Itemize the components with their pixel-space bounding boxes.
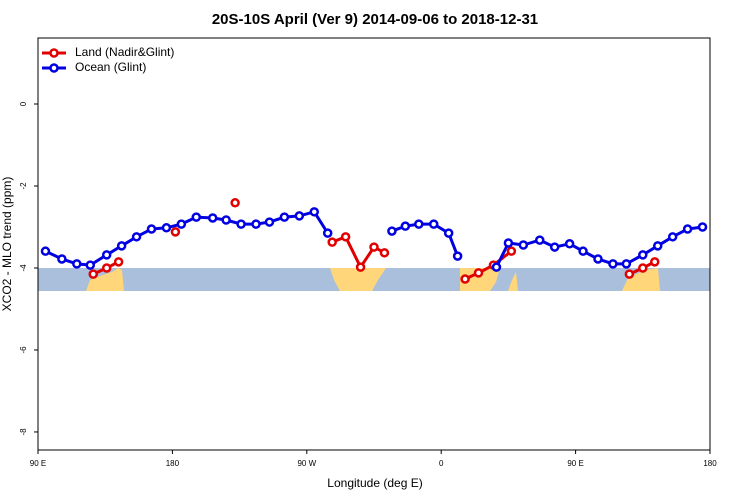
point xyxy=(682,224,693,234)
point xyxy=(564,239,575,249)
point xyxy=(621,259,632,269)
x-tick-label: 90 E xyxy=(567,459,583,468)
point xyxy=(322,228,333,238)
point xyxy=(578,246,588,256)
point xyxy=(101,250,112,260)
point xyxy=(230,198,240,208)
legend-label: Ocean (Glint) xyxy=(75,60,146,74)
point xyxy=(191,212,202,222)
point xyxy=(161,223,172,233)
point xyxy=(452,251,463,261)
point xyxy=(379,248,390,258)
point xyxy=(340,232,351,242)
point xyxy=(131,232,142,242)
point xyxy=(535,235,545,245)
x-tick-label: 180 xyxy=(166,459,180,468)
point xyxy=(88,269,99,279)
point xyxy=(327,237,337,247)
point xyxy=(638,263,648,273)
point xyxy=(176,219,187,229)
point xyxy=(428,219,439,229)
point xyxy=(460,274,470,284)
point xyxy=(506,246,517,256)
point xyxy=(85,260,96,270)
point xyxy=(518,240,529,250)
legend-marker xyxy=(49,48,59,58)
point xyxy=(264,217,275,227)
point xyxy=(146,224,157,234)
x-tick-label: 90 W xyxy=(297,459,316,468)
y-tick-label: -2 xyxy=(19,182,28,190)
y-axis-label: XCO2 - MLO trend (ppm) xyxy=(0,177,14,312)
x-tick-label: 180 xyxy=(703,459,717,468)
point xyxy=(72,259,82,269)
map-strip xyxy=(38,268,710,291)
point xyxy=(400,221,411,231)
point xyxy=(309,207,320,217)
y-tick-label: -4 xyxy=(19,264,28,272)
y-tick-label: -6 xyxy=(19,346,28,354)
point xyxy=(503,238,514,248)
point xyxy=(491,262,502,272)
point xyxy=(369,242,379,252)
point xyxy=(549,242,560,252)
chart-title: 20S-10S April (Ver 9) 2014-09-06 to 2018… xyxy=(212,11,538,28)
plot-frame xyxy=(37,37,711,451)
point xyxy=(355,262,366,272)
y-tick-label: -8 xyxy=(19,428,28,436)
point xyxy=(170,227,181,237)
point xyxy=(697,222,708,232)
point xyxy=(414,219,424,229)
legend-label: Land (Nadir&Glint) xyxy=(75,45,174,59)
x-tick-label: 0 xyxy=(439,459,444,468)
point xyxy=(221,215,231,225)
point xyxy=(638,250,648,260)
point xyxy=(40,246,51,256)
point xyxy=(207,213,218,223)
y-tick-label: 0 xyxy=(19,101,28,106)
point xyxy=(294,211,305,221)
point xyxy=(57,254,67,264)
point xyxy=(251,219,261,229)
point xyxy=(279,212,290,222)
series-line xyxy=(331,234,386,271)
point xyxy=(101,263,112,273)
point xyxy=(593,254,603,264)
point xyxy=(387,226,397,236)
point xyxy=(652,241,663,251)
x-axis-label: Longitude (deg E) xyxy=(327,476,422,490)
point xyxy=(116,241,127,251)
point xyxy=(113,257,124,267)
x-tick-label: 90 E xyxy=(30,459,46,468)
point xyxy=(608,259,618,269)
point xyxy=(624,269,635,279)
point xyxy=(649,257,660,267)
point xyxy=(236,219,246,229)
point xyxy=(473,268,484,278)
legend: Land (Nadir&Glint)Ocean (Glint) xyxy=(42,45,174,74)
point xyxy=(443,228,454,238)
point xyxy=(667,232,678,242)
legend-marker xyxy=(49,63,59,73)
